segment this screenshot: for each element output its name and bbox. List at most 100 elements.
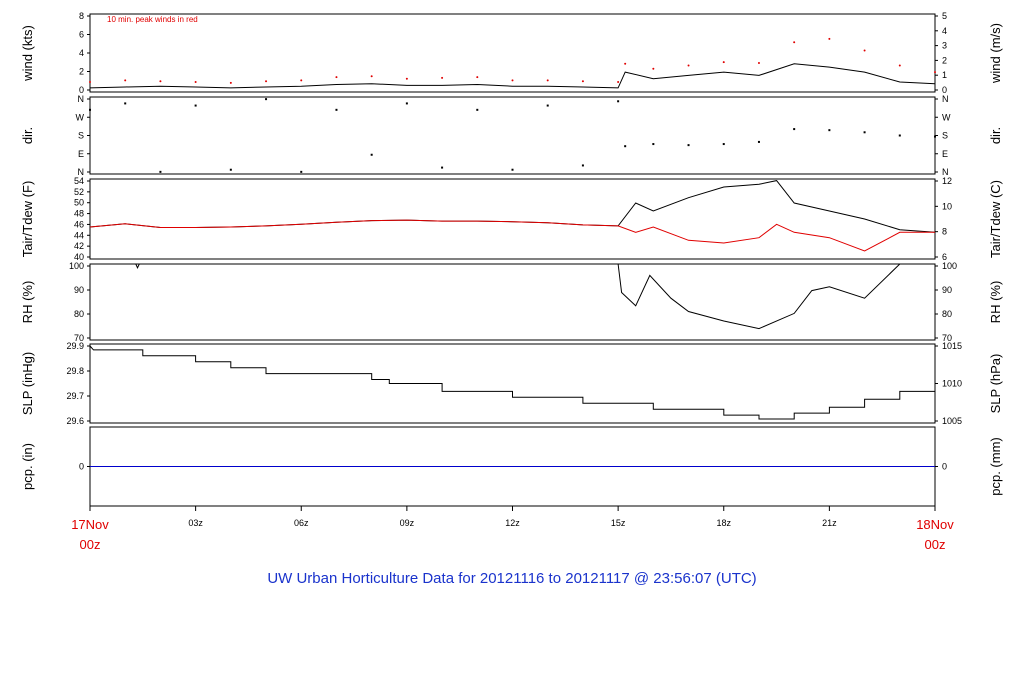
direction-point: [441, 166, 444, 169]
peak-wind-point: [476, 76, 479, 79]
left-tick-label: 52: [74, 187, 84, 197]
direction-point: [757, 140, 760, 143]
ylabel-right: Tair/Tdew (C): [988, 180, 1003, 258]
right-tick-label: 5: [942, 11, 947, 21]
ylabel-left: Tair/Tdew (F): [20, 181, 35, 258]
panel-frame: [89, 263, 936, 341]
direction-point: [511, 168, 514, 171]
temp-series-line: [89, 219, 935, 252]
peak-wind-point: [652, 67, 655, 70]
x-tick-label: 12z: [505, 518, 520, 528]
peak-wind-point: [624, 62, 627, 65]
peak-wind-point: [370, 75, 373, 78]
x-axis: 03z 06z 09z 12z 15z 18z 21z 17Nov 00z 18Nov 00z: [71, 506, 954, 552]
ylabel-right: SLP (hPa): [988, 354, 1003, 414]
right-tick-label: 80: [942, 309, 952, 319]
left-tick-label: E: [78, 149, 84, 159]
ylabel-right: RH (%): [988, 281, 1003, 324]
direction-point: [898, 134, 901, 137]
left-tick-label: 0: [79, 462, 84, 472]
direction-point: [617, 100, 620, 103]
ylabel-right: dir.: [988, 127, 1003, 144]
right-tick-label: 2: [942, 55, 947, 65]
ylabel-left: dir.: [20, 127, 35, 144]
right-tick-label: 1: [942, 70, 947, 80]
rh-series-line: [90, 263, 935, 330]
right-tick-label: 1010: [942, 379, 962, 389]
right-tick-label: 90: [942, 285, 952, 295]
left-tick-label: 54: [74, 176, 84, 186]
left-tick-label: 2: [79, 67, 84, 77]
right-tick-label: 4: [942, 26, 947, 36]
direction-point: [476, 108, 479, 111]
peak-wind-point: [194, 81, 197, 84]
start-hour-label: 00z: [80, 537, 101, 552]
left-tick-label: 50: [74, 198, 84, 208]
left-tick-label: 0: [79, 85, 84, 95]
ylabel-right: pcp. (mm): [988, 437, 1003, 496]
left-tick-label: 40: [74, 252, 84, 262]
peak-wind-point: [687, 64, 690, 67]
left-tick-label: 70: [74, 333, 84, 343]
right-tick-label: 100: [942, 261, 957, 271]
peak-wind-point: [793, 41, 796, 44]
left-tick-label: 44: [74, 230, 84, 240]
peak-wind-point: [229, 81, 232, 84]
x-tick-label: 18z: [716, 518, 731, 528]
direction-point: [300, 170, 303, 173]
x-tick-label: 03z: [188, 518, 203, 528]
peak-wind-point: [124, 79, 127, 82]
peak-wind-point: [757, 61, 760, 64]
peak-wind-point: [405, 77, 408, 80]
right-tick-label: E: [942, 149, 948, 159]
direction-point: [89, 108, 91, 111]
left-tick-label: 8: [79, 11, 84, 21]
peak-wind-point: [863, 49, 866, 52]
panel-frame: [89, 178, 936, 260]
right-tick-label: 10: [942, 201, 952, 211]
peak-wind-point: [159, 80, 162, 83]
left-tick-label: 42: [74, 241, 84, 251]
direction-point: [652, 143, 655, 146]
right-tick-label: 8: [942, 227, 947, 237]
left-tick-label: 90: [74, 285, 84, 295]
direction-point: [546, 104, 549, 107]
peak-wind-point: [335, 76, 338, 79]
left-tick-label: 29.7: [66, 391, 84, 401]
panel-pcp: 0 0 pcp. (in) pcp. (mm): [20, 426, 1003, 507]
peak-wind-point: [265, 80, 268, 83]
left-tick-label: 80: [74, 309, 84, 319]
direction-point: [405, 102, 408, 105]
left-tick-label: 48: [74, 209, 84, 219]
left-tick-label: 4: [79, 48, 84, 58]
direction-point: [335, 108, 338, 111]
end-hour-label: 00z: [925, 537, 946, 552]
left-tick-label: 29.9: [66, 341, 84, 351]
peak-wind-note: 10 min. peak winds in red: [107, 15, 198, 24]
right-tick-label: 0: [942, 85, 947, 95]
ylabel-right: wind (m/s): [988, 23, 1003, 84]
left-tick-label: 6: [79, 30, 84, 40]
left-tick-label: 29.8: [66, 366, 84, 376]
left-tick-label: 46: [74, 219, 84, 229]
direction-point: [265, 98, 268, 101]
ylabel-left: RH (%): [20, 281, 35, 324]
right-tick-label: 6: [942, 252, 947, 262]
right-tick-label: W: [942, 112, 951, 122]
direction-point: [934, 135, 936, 138]
left-tick-label: 100: [69, 261, 84, 271]
panel-rh: 70 80 90 100 70 80 90 100 RH (%) RH (%): [20, 261, 1003, 343]
wind-series-line: [89, 63, 936, 89]
x-tick-label: 06z: [294, 518, 309, 528]
peak-wind-point: [546, 79, 549, 82]
direction-point: [229, 168, 232, 171]
peak-wind-point: [934, 71, 936, 74]
peak-wind-point: [617, 81, 620, 84]
x-tick-label: 21z: [822, 518, 837, 528]
right-tick-label: 1005: [942, 416, 962, 426]
right-tick-label: 70: [942, 333, 952, 343]
peak-wind-point: [722, 61, 725, 64]
